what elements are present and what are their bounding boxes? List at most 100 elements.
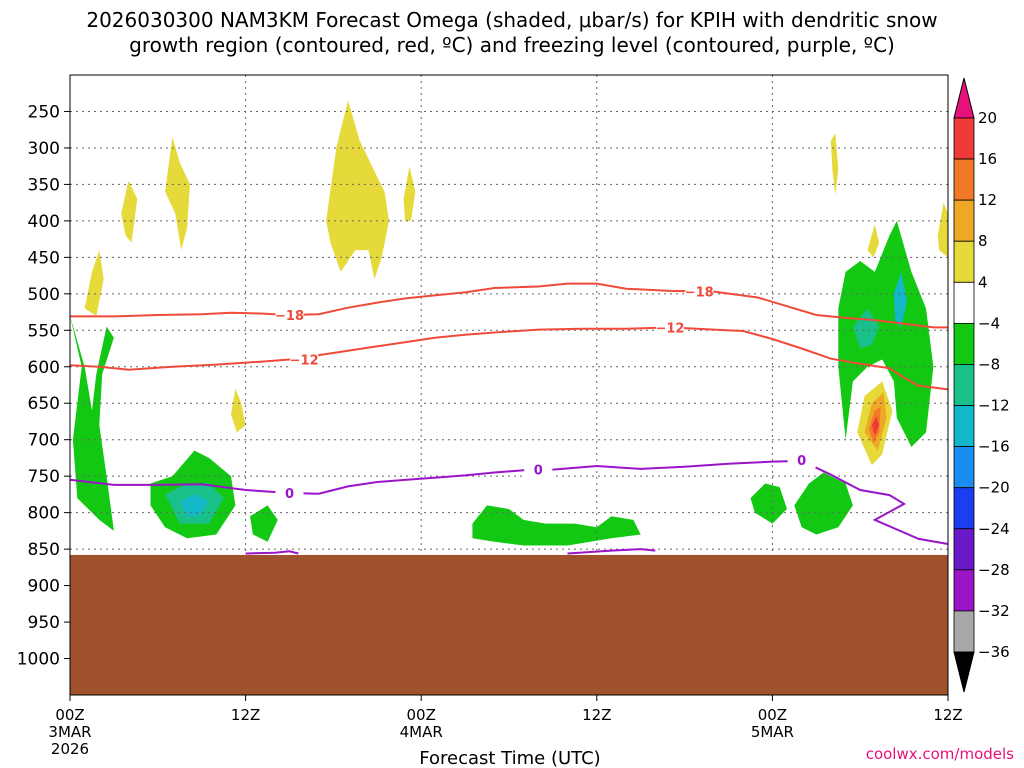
colorbar-swatch-8 — [953, 446, 975, 489]
contour-fl_low_2 — [567, 548, 656, 555]
colorbar-label-4: 4 — [978, 273, 988, 291]
omega-pos-13 — [871, 416, 880, 437]
plot-frame — [69, 74, 949, 696]
colorbar: 20 16 12 8 4 −4 −8 −12 −16 −20 −24 −28 −32 −36 — [953, 77, 1010, 693]
colorbar-swatch-5 — [953, 322, 975, 365]
omega-pos-3 — [165, 137, 190, 251]
contour-dgz_top — [70, 282, 948, 329]
y-tick-label-700: 700 — [28, 431, 60, 451]
contour-label-bg-freezing_level-1 — [524, 461, 553, 478]
contour-label-bg-dgz_bottom-0 — [290, 351, 319, 368]
colorbar-swatch-0 — [953, 117, 975, 160]
y-tick-label-550: 550 — [28, 321, 60, 341]
contour-fl_low_1 — [245, 550, 299, 555]
omega-pos-2 — [121, 180, 138, 243]
omega-pos-4 — [326, 100, 389, 280]
x-axis-label: Forecast Time (UTC) — [419, 748, 600, 768]
y-tick-label-850: 850 — [28, 540, 60, 560]
colorbar-swatch-7 — [953, 405, 975, 448]
colorbar-label-6: −8 — [978, 355, 1000, 373]
colorbar-label-13: −36 — [978, 643, 1010, 661]
colorbar-swatch-3 — [953, 240, 975, 283]
colorbar-label-12: −32 — [978, 602, 1010, 620]
y-tick-label-750: 750 — [28, 467, 60, 487]
y-tick-label-250: 250 — [28, 102, 60, 122]
x-tick-label-3: 12Z — [582, 706, 611, 724]
colorbar-label-5: −4 — [978, 314, 1000, 332]
contour-label-dgz_bottom-0: −12 — [290, 353, 319, 368]
y-tick-label-500: 500 — [28, 285, 60, 305]
omega-neg-7 — [750, 483, 787, 524]
contour-label-freezing_level-0: 0 — [285, 487, 294, 502]
colorbar-swatch-1 — [953, 158, 975, 201]
contour-label-bg-freezing_level-2 — [787, 452, 816, 469]
chart-title-line1: 2026030300 NAM3KM Forecast Omega (shaded… — [86, 8, 937, 32]
colorbar-label-8: −16 — [978, 438, 1010, 456]
y-tick-label-950: 950 — [28, 613, 60, 633]
contour-label-dgz_top-1: −18 — [685, 286, 714, 301]
colorbar-swatch-10 — [953, 528, 975, 571]
y-tick-label-900: 900 — [28, 577, 60, 597]
terrain-ground — [70, 554, 948, 695]
colorbar-label-1: 16 — [978, 150, 997, 168]
x-tick-label-1: 12Z — [231, 706, 260, 724]
colorbar-swatch-6 — [953, 364, 975, 406]
colorbar-label-10: −24 — [978, 520, 1010, 538]
y-tick-label-800: 800 — [28, 504, 60, 524]
plot-area: −18 −18 −12 −12 0 0 0 250 300 350 400 450 500 550 600 6… — [17, 74, 963, 758]
y-tick-label-300: 300 — [28, 139, 60, 159]
colorbar-arrow-top — [953, 77, 975, 119]
contour-dgz_bottom — [69, 326, 949, 391]
omega-neg-1 — [70, 315, 114, 531]
omega-pos-6 — [231, 388, 246, 433]
colorbar-label-9: −20 — [978, 479, 1010, 497]
chart-title-line2: growth region (contoured, red, ºC) and f… — [129, 33, 895, 57]
colorbar-swatch-9 — [953, 487, 975, 530]
x-tick-sub1-2: 4MAR — [400, 723, 443, 741]
omega-neg-11 — [893, 271, 907, 327]
omega-pos-8 — [867, 224, 880, 258]
colorbar-label-2: 12 — [978, 191, 997, 209]
contour-label-freezing_level-1: 0 — [534, 464, 543, 479]
omega-pos-7 — [830, 133, 839, 196]
omega-neg-4 — [179, 494, 209, 517]
x-tick-label-2: 00Z — [407, 706, 436, 724]
omega-neg-5 — [250, 505, 278, 542]
x-tick-sub2-0: 2026 — [51, 740, 89, 758]
contour-label-bg-dgz_top-0 — [275, 306, 304, 323]
omega-neg-8 — [794, 472, 853, 535]
omega-neg-9 — [838, 220, 934, 447]
colorbar-swatch-12 — [953, 610, 975, 653]
x-tick-label-0: 00Z — [55, 706, 84, 724]
colorbar-swatch-2 — [953, 199, 975, 242]
contour-label-freezing_level-2: 0 — [797, 454, 806, 469]
x-tick-sub1-4: 5MAR — [751, 723, 794, 741]
colorbar-label-11: −28 — [978, 561, 1010, 579]
contour-label-dgz_top-0: −18 — [275, 309, 304, 324]
x-tick-sub1-0: 3MAR — [48, 723, 91, 741]
colorbar-arrow-bottom — [953, 651, 975, 693]
colorbar-label-3: 8 — [978, 232, 988, 250]
colorbar-label-7: −12 — [978, 397, 1010, 415]
y-tick-label-1000: 1000 — [17, 650, 60, 670]
contour-label-bg-dgz_bottom-1 — [655, 319, 684, 336]
contour-label-bg-freezing_level-0 — [275, 484, 304, 501]
y-tick-label-350: 350 — [28, 175, 60, 195]
colorbar-label-0: 20 — [978, 109, 997, 127]
colorbar-swatch-4 — [953, 281, 975, 324]
y-tick-label-650: 650 — [28, 394, 60, 414]
omega-pos-9 — [937, 202, 948, 258]
omega-pos-1 — [84, 250, 104, 316]
x-tick-label-4: 00Z — [758, 706, 787, 724]
omega-pos-5 — [403, 166, 416, 221]
y-tick-label-400: 400 — [28, 212, 60, 232]
y-tick-label-450: 450 — [28, 248, 60, 268]
contour-label-dgz_bottom-1: −12 — [655, 321, 684, 336]
credit-text: coolwx.com/models — [866, 745, 1014, 763]
colorbar-swatch-11 — [953, 569, 975, 612]
y-tick-label-600: 600 — [28, 358, 60, 378]
contour-label-bg-dgz_top-1 — [685, 283, 714, 300]
omega-neg-6 — [472, 505, 641, 546]
x-tick-label-5: 12Z — [933, 706, 962, 724]
